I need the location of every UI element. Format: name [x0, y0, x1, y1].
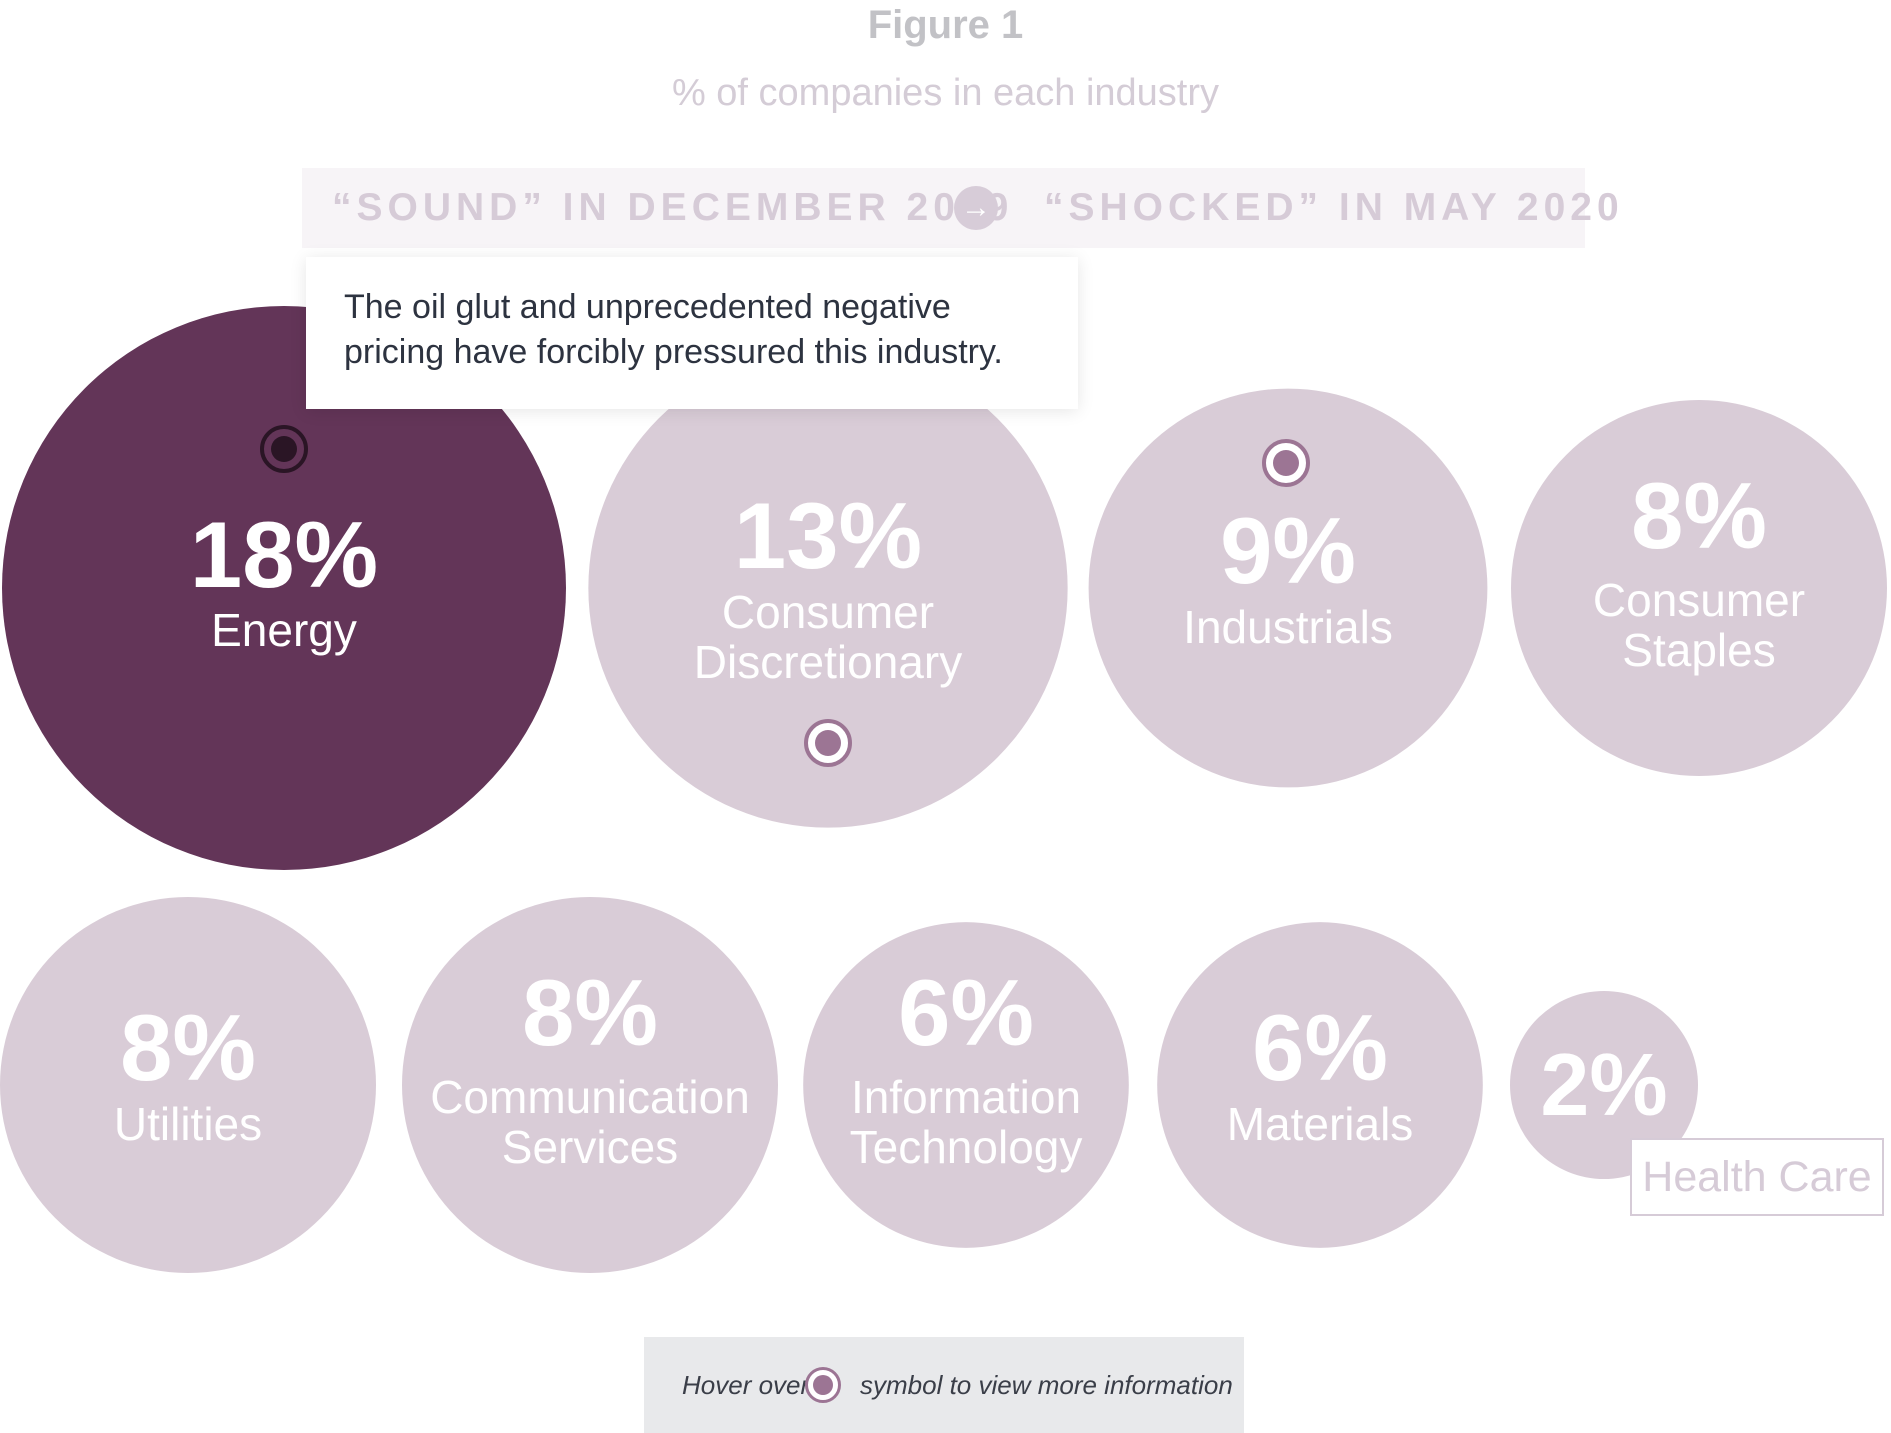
- bubble-label: Materials: [1227, 1098, 1414, 1150]
- info-dot-icon: [805, 1367, 841, 1403]
- legend-text-before: Hover over: [682, 1370, 810, 1400]
- bubble-label: Discretionary: [694, 636, 962, 688]
- info-tooltip: The oil glut and unprecedented negative …: [306, 257, 1078, 409]
- bubble-percent: 9%: [1220, 498, 1356, 603]
- toggle-shocked-may-2020[interactable]: “SHOCKED” IN MAY 2020: [1044, 186, 1624, 229]
- arrow-right-icon[interactable]: →: [954, 186, 998, 230]
- health-care-label: Health Care: [1630, 1138, 1884, 1216]
- bubble-label: Consumer: [1593, 574, 1805, 626]
- bubble-circle[interactable]: [588, 348, 1068, 828]
- bubble-percent: 8%: [120, 995, 256, 1100]
- bubble-label: Staples: [1622, 624, 1775, 676]
- figure-title: Figure 1: [867, 3, 1024, 47]
- bubble-percent: 8%: [522, 960, 658, 1065]
- period-toggle[interactable]: “SOUND” IN DECEMBER 2019 → “SHOCKED” IN …: [302, 168, 1619, 248]
- bubble-percent: 18%: [190, 502, 378, 607]
- bubble-label: Information: [851, 1071, 1081, 1123]
- legend-text-after: symbol to view more information: [860, 1370, 1233, 1400]
- hover-legend: Hover over symbol to view more informati…: [644, 1337, 1244, 1433]
- bubble-circle[interactable]: [1088, 388, 1488, 788]
- bubble-label: Technology: [850, 1121, 1083, 1173]
- info-dot-core: [1273, 450, 1299, 476]
- bubble-label: Utilities: [114, 1098, 262, 1150]
- bubble-circle[interactable]: [1157, 922, 1483, 1248]
- bubble-energy[interactable]: 18%Energy: [2, 306, 566, 870]
- bubble-percent: 6%: [898, 960, 1034, 1065]
- bubble-percent: 6%: [1252, 995, 1388, 1100]
- bubble-label: Communication: [430, 1071, 750, 1123]
- bubble-circle[interactable]: [0, 897, 376, 1273]
- bubble-percent: 2%: [1540, 1035, 1667, 1134]
- bubble-label: Energy: [211, 604, 357, 656]
- info-dot-core: [271, 436, 297, 462]
- figure-subtitle: % of companies in each industry: [671, 72, 1220, 114]
- bubble-circle[interactable]: [402, 897, 778, 1273]
- bubble-circle[interactable]: [1511, 400, 1887, 776]
- info-dot-core: [815, 730, 841, 756]
- bubble-health-care[interactable]: 2%: [1510, 991, 1698, 1179]
- bubble-circle[interactable]: [1510, 991, 1698, 1179]
- bubble-label: Services: [502, 1121, 678, 1173]
- toggle-sound-dec-2019[interactable]: “SOUND” IN DECEMBER 2019: [332, 186, 1014, 229]
- bubble-percent: 13%: [734, 483, 922, 588]
- bubble-label: Industrials: [1183, 601, 1393, 653]
- bubble-percent: 8%: [1631, 463, 1767, 568]
- bubble-circle[interactable]: [2, 306, 566, 870]
- bubble-circle[interactable]: [803, 922, 1129, 1248]
- bubble-industrials[interactable]: 9%Industrials: [1088, 388, 1488, 788]
- bubble-materials[interactable]: 6%Materials: [1157, 922, 1483, 1248]
- bubble-utilities[interactable]: 8%Utilities: [0, 897, 376, 1273]
- bubble-label: Consumer: [722, 586, 934, 638]
